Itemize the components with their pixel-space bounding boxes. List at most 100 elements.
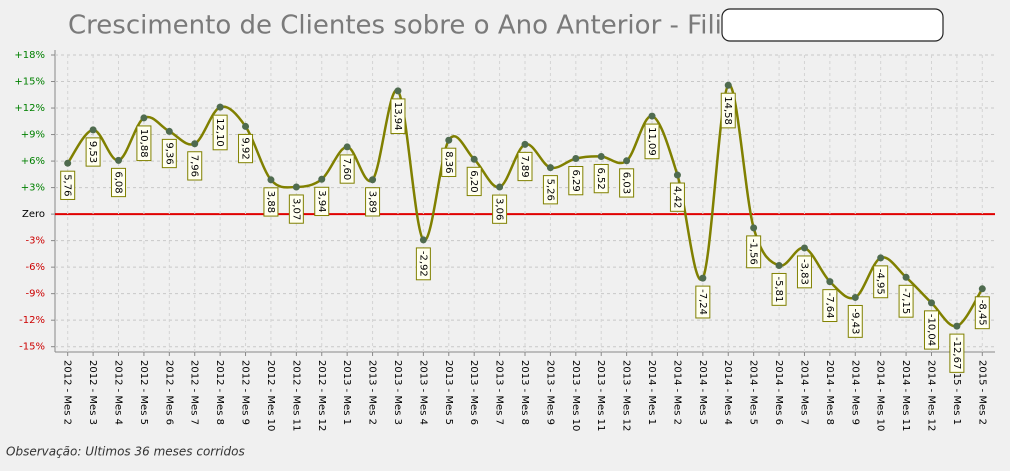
data-point bbox=[953, 322, 961, 330]
data-label-box bbox=[339, 154, 355, 184]
x-tick-label: 2014 - Mes 11 bbox=[900, 360, 911, 431]
x-tick-label: 2012 - Mes 6 bbox=[163, 360, 174, 425]
data-point bbox=[394, 87, 402, 95]
data-label-text: 6,29 bbox=[570, 170, 581, 192]
data-point bbox=[318, 175, 326, 183]
data-label-text: -4,95 bbox=[875, 269, 886, 295]
data-label-box bbox=[517, 151, 533, 182]
data-label: 3,07 bbox=[288, 194, 304, 224]
y-tick-label: -12% bbox=[19, 315, 45, 326]
data-label: 6,08 bbox=[111, 167, 127, 198]
data-point bbox=[343, 143, 351, 151]
data-label-box bbox=[212, 114, 228, 151]
data-label-box bbox=[441, 147, 457, 177]
data-label-text: -9,43 bbox=[849, 308, 860, 334]
x-tick-label: 2012 - Mes 5 bbox=[138, 360, 149, 425]
y-tick-label: +9% bbox=[21, 130, 45, 141]
data-point bbox=[292, 183, 300, 191]
data-point bbox=[648, 112, 656, 120]
data-label-box bbox=[695, 285, 711, 319]
data-label: 12,10 bbox=[212, 114, 228, 151]
data-label: 7,96 bbox=[187, 151, 203, 181]
data-label: 3,89 bbox=[365, 187, 381, 217]
data-point bbox=[699, 274, 707, 282]
data-label-box bbox=[288, 194, 304, 224]
data-label: 5,26 bbox=[542, 175, 558, 205]
x-tick-label: 2013 - Mes 2 bbox=[367, 360, 378, 425]
y-tick-label: +12% bbox=[14, 103, 45, 114]
series-line bbox=[66, 83, 984, 328]
data-point bbox=[470, 155, 478, 163]
data-label: 6,03 bbox=[619, 168, 635, 198]
data-label-box bbox=[822, 289, 838, 323]
data-label-box bbox=[365, 187, 381, 217]
x-tick-label: 2014 - Mes 8 bbox=[824, 360, 835, 425]
filial-input[interactable] bbox=[721, 8, 944, 42]
data-label: 11,09 bbox=[644, 123, 660, 160]
data-label-box bbox=[238, 133, 254, 164]
x-tick-label: 2012 - Mes 8 bbox=[214, 360, 225, 425]
data-label: -8,45 bbox=[974, 296, 990, 330]
x-tick-label: 2013 - Mes 3 bbox=[392, 360, 403, 425]
x-tick-label: 2012 - Mes 4 bbox=[113, 360, 124, 425]
y-tick-label: -9% bbox=[26, 289, 45, 300]
data-label-text: -5,81 bbox=[773, 276, 784, 302]
x-tick-label: 2013 - Mes 5 bbox=[443, 360, 454, 425]
data-label: 3,88 bbox=[263, 187, 279, 217]
data-point bbox=[623, 157, 631, 165]
data-point bbox=[877, 254, 885, 262]
data-label: 6,20 bbox=[466, 166, 482, 197]
data-point bbox=[775, 261, 783, 269]
data-label-box bbox=[898, 284, 914, 318]
data-label-text: 6,20 bbox=[468, 170, 479, 192]
data-label-box bbox=[415, 247, 431, 281]
data-label: -7,15 bbox=[898, 284, 914, 318]
data-label: -7,64 bbox=[822, 289, 838, 323]
x-tick-label: 2012 - Mes 10 bbox=[265, 360, 276, 431]
x-tick-label: 2012 - Mes 7 bbox=[189, 360, 200, 425]
data-label-box bbox=[644, 123, 660, 160]
data-label-text: 3,94 bbox=[316, 190, 327, 212]
data-label: 8,36 bbox=[441, 147, 457, 177]
data-label-box bbox=[60, 170, 76, 200]
x-tick-label: 2013 - Mes 11 bbox=[595, 360, 606, 431]
data-label-box bbox=[85, 137, 101, 167]
data-label-box bbox=[136, 125, 152, 162]
x-tick-label: 2014 - Mes 6 bbox=[773, 360, 784, 425]
data-label-box bbox=[542, 175, 558, 205]
data-label-box bbox=[974, 296, 990, 330]
x-tick-label: 2012 - Mes 2 bbox=[62, 360, 73, 425]
data-label-box bbox=[466, 166, 482, 197]
data-label-text: 5,76 bbox=[62, 174, 73, 196]
data-label-text: 3,06 bbox=[494, 198, 505, 220]
y-tick-label: -6% bbox=[26, 262, 45, 273]
data-label-text: -7,24 bbox=[697, 289, 708, 315]
data-label: -12,67 bbox=[949, 333, 965, 373]
data-label-text: 9,92 bbox=[240, 137, 251, 159]
data-label: 3,06 bbox=[492, 194, 508, 224]
data-label: 5,76 bbox=[60, 170, 76, 200]
y-tick-label: +18% bbox=[14, 50, 45, 61]
data-label-box bbox=[111, 167, 127, 198]
x-tick-label: 2013 - Mes 1 bbox=[341, 360, 352, 425]
data-label-box bbox=[720, 92, 736, 129]
data-label-box bbox=[314, 186, 330, 217]
data-label-box bbox=[492, 194, 508, 224]
x-tick-label: 2014 - Mes 5 bbox=[748, 360, 759, 425]
data-label: 14,58 bbox=[720, 92, 736, 129]
data-label-box bbox=[949, 333, 965, 373]
data-label-text: 9,36 bbox=[163, 142, 174, 164]
y-tick-label: +3% bbox=[21, 183, 45, 194]
data-label-text: 3,89 bbox=[367, 191, 378, 213]
data-label-box bbox=[568, 166, 584, 196]
data-label-text: 12,10 bbox=[214, 118, 225, 147]
x-tick-label: 2014 - Mes 4 bbox=[722, 360, 733, 425]
x-tick-label: 2015 - Mes 1 bbox=[951, 360, 962, 425]
data-label: 13,94 bbox=[390, 98, 406, 135]
data-label: 7,60 bbox=[339, 154, 355, 184]
data-point bbox=[165, 127, 173, 135]
data-label-box bbox=[746, 235, 762, 269]
y-tick-label: +6% bbox=[21, 156, 45, 167]
x-tick-label: 2014 - Mes 7 bbox=[798, 360, 809, 425]
